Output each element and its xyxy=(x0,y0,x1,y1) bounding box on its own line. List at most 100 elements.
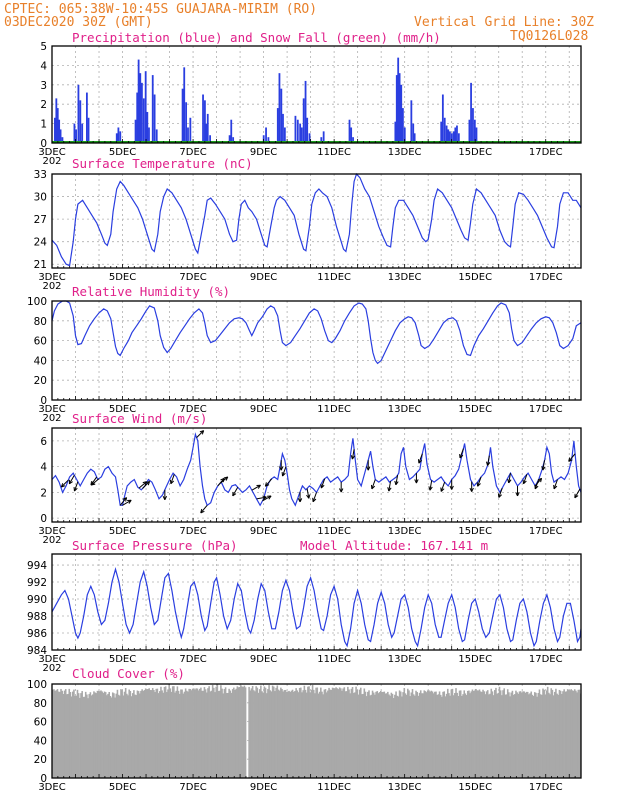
cloud-bar xyxy=(130,696,133,778)
x-tick-label: 7DEC xyxy=(179,526,206,537)
cloud-bar xyxy=(280,687,282,778)
x-tick-label: 3DEC xyxy=(38,654,65,665)
cloud-bar xyxy=(427,690,429,778)
cloud-bar xyxy=(62,693,65,778)
cloud-bar xyxy=(455,688,457,778)
cloud-bar xyxy=(565,691,568,778)
cloud-bar xyxy=(432,693,435,778)
wind-arrow-shaft xyxy=(282,466,287,477)
wind-arrow-head xyxy=(265,484,270,487)
x-tick-label: 11DEC xyxy=(317,782,351,793)
cloud-bar xyxy=(498,686,501,778)
cloud-bar xyxy=(541,694,543,778)
x-tick-label: 5DEC xyxy=(109,782,136,793)
cloud-bar xyxy=(566,689,569,778)
panel-title: Surface Pressure (hPa) xyxy=(72,538,238,553)
cloud-bar xyxy=(187,691,189,778)
cloud-bar xyxy=(568,690,570,778)
wind-arrow-shaft xyxy=(534,477,542,487)
x-year-stub: 202 xyxy=(42,281,61,292)
cloud-bar xyxy=(412,694,415,778)
cloud-bar xyxy=(512,694,515,778)
cloud-bar xyxy=(168,684,170,778)
cloud-bar xyxy=(424,691,427,778)
cloud-bar xyxy=(136,690,139,778)
cloud-bar xyxy=(484,694,487,778)
cloud-bar xyxy=(57,691,60,778)
cloud-bar xyxy=(556,693,558,778)
cloud-bar xyxy=(223,689,226,778)
wind-arrow-shaft xyxy=(320,478,326,489)
cloud-bar xyxy=(563,689,565,778)
cloud-bar xyxy=(417,695,420,778)
y-tick-label: 1 xyxy=(40,119,47,131)
cloud-bar xyxy=(387,691,389,778)
x-tick-label: 3DEC xyxy=(38,147,65,158)
wind-arrow-shaft xyxy=(306,488,310,499)
wind-arrow-head xyxy=(351,455,356,460)
cloud-bar xyxy=(104,692,107,778)
wind-arrow-shaft xyxy=(68,474,75,485)
wind-arrow xyxy=(232,486,239,497)
y-tick-label: 0 xyxy=(40,773,47,785)
cloud-bar xyxy=(356,689,359,778)
wind-arrow-shaft xyxy=(487,455,490,466)
cloud-bar xyxy=(489,693,491,778)
cloud-bar xyxy=(218,690,221,778)
cloud-bar xyxy=(251,685,254,778)
cloud-bar xyxy=(68,688,71,778)
cloud-bar xyxy=(86,694,88,778)
cloud-bar xyxy=(237,687,240,778)
wind-arrow xyxy=(338,482,344,493)
wind-arrow xyxy=(312,492,317,503)
cloud-bar xyxy=(368,690,370,778)
wind-arrow-head xyxy=(451,485,454,490)
wind-arrow-shaft xyxy=(498,487,503,498)
cloud-bar xyxy=(564,691,567,778)
wind-arrow-head xyxy=(199,430,204,433)
cloud-bar xyxy=(499,690,502,778)
cloud-bar xyxy=(332,688,335,778)
cloud-bar xyxy=(309,692,312,778)
cloud-bar xyxy=(497,692,500,778)
cloud-bar xyxy=(524,692,527,778)
cloud-bar xyxy=(204,689,207,778)
x-tick-label: 9DEC xyxy=(250,404,277,415)
cloud-bar xyxy=(79,697,81,778)
cloud-bar xyxy=(269,690,272,778)
cloud-bar xyxy=(359,687,362,778)
wind-arrow-head xyxy=(515,492,518,497)
wind-arrow-head xyxy=(90,481,93,486)
panel-wind: 0 2 4 6 Surface Wind (m/s) 3DEC 5DEC 7DEC 9DEC 11… xyxy=(38,411,582,546)
wind-arrow xyxy=(534,479,540,490)
cloud-bar xyxy=(469,693,471,778)
cloud-bar xyxy=(182,693,185,778)
cloud-bar xyxy=(131,693,134,778)
cloud-bar xyxy=(344,691,347,778)
cloud-bar xyxy=(330,689,333,778)
cloud-bar xyxy=(215,686,217,778)
wind-arrow-head xyxy=(367,466,371,471)
cloud-bar xyxy=(441,696,443,778)
cloud-bar xyxy=(456,692,458,778)
cloud-bar xyxy=(197,690,200,778)
cloud-bar xyxy=(69,692,72,778)
wind-arrow xyxy=(256,495,267,500)
cloud-bar xyxy=(390,692,393,778)
precip-bar xyxy=(412,123,415,143)
x-year-stub: 202 xyxy=(42,663,61,674)
wind-arrow xyxy=(122,499,132,506)
cloud-bar xyxy=(483,691,486,778)
cloud-bar xyxy=(448,693,450,778)
cloud-bar xyxy=(537,693,540,778)
cloud-bar xyxy=(193,688,195,778)
wind-arrow xyxy=(169,474,175,485)
cloud-bar xyxy=(198,688,201,778)
cloud-bar xyxy=(312,689,315,778)
cloud-bar xyxy=(300,687,302,778)
cloud-bar xyxy=(203,687,206,778)
cloud-bar xyxy=(378,692,381,778)
cloud-bar xyxy=(234,689,236,778)
cloud-bar xyxy=(572,690,575,778)
